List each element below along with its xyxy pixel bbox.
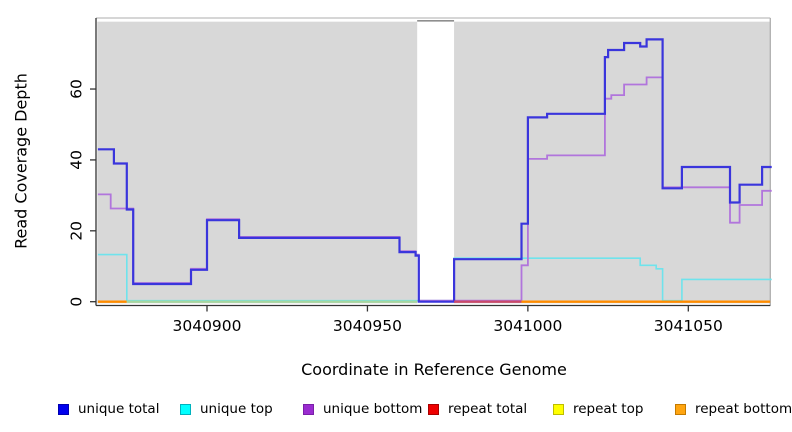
legend-label: repeat total [448,401,528,417]
y-tick-label-0: 0 [68,297,86,307]
legend: unique total unique top unique bottom repea… [0,400,792,420]
x-tick-label-0: 3040900 [172,317,241,335]
legend-item-repeat-bottom: repeat bottom [675,400,792,418]
legend-swatch-icon [675,403,686,415]
legend-label: unique total [78,401,160,417]
legend-swatch-icon [180,403,191,415]
legend-item-repeat-total: repeat total [428,400,527,418]
legend-item-unique-total: unique total [58,400,159,418]
y-axis-title: Read Coverage Depth [11,73,31,249]
series-unique-total [97,38,772,303]
legend-label: repeat top [573,401,644,417]
legend-label: unique bottom [323,401,423,417]
legend-swatch-icon [303,403,314,415]
plot-background-right [454,21,771,304]
legend-swatch-icon [553,403,564,415]
x-axis-title: Coordinate in Reference Genome [301,360,567,379]
legend-swatch-icon [428,403,439,415]
legend-label: unique top [200,401,273,417]
y-tick-label-2: 40 [68,150,86,170]
plot-background-left [97,21,418,304]
legend-item-repeat-top: repeat top [553,400,643,418]
y-tick-label-3: 60 [68,79,86,99]
y-tick-label-1: 20 [68,221,86,241]
x-tick-label-2: 3041000 [493,317,562,335]
legend-swatch-icon [58,403,69,415]
x-tick-label-1: 3040950 [333,317,402,335]
legend-label: repeat bottom [695,401,792,417]
x-tick-label-3: 3041050 [654,317,723,335]
legend-item-unique-top: unique top [180,400,273,418]
legend-item-unique-bottom: unique bottom [303,400,422,418]
